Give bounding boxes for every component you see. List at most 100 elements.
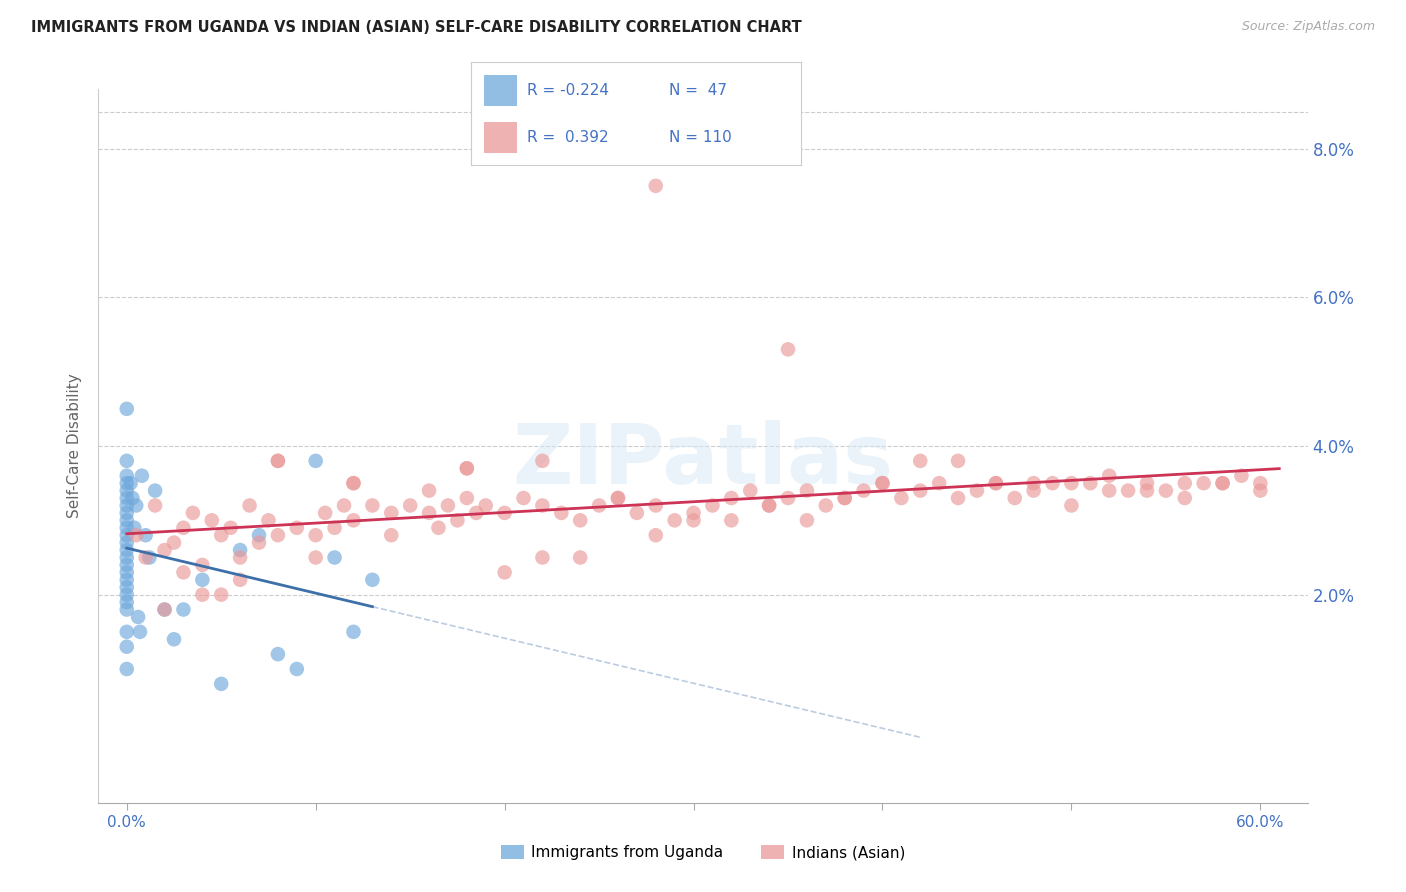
Point [446,513,468,527]
Point [131,468,153,483]
Point [257,513,280,527]
Point [138,550,160,565]
Point [115,468,138,483]
Point [342,476,364,491]
Point [910,454,932,468]
Point [1060,499,1083,513]
Point [285,521,308,535]
Point [115,602,138,616]
Point [143,483,166,498]
Point [531,454,554,468]
Point [380,528,402,542]
Point [115,580,138,594]
Text: N = 110: N = 110 [669,130,733,145]
Point [115,662,138,676]
Point [531,499,554,513]
Point [720,513,742,527]
Point [872,476,894,491]
Point [1116,483,1139,498]
Point [247,535,270,549]
Point [1136,476,1159,491]
Point [219,521,242,535]
Text: N =  47: N = 47 [669,83,727,97]
Point [1230,468,1253,483]
Point [1249,483,1271,498]
Point [946,454,969,468]
Point [1022,483,1045,498]
Point [456,491,478,505]
Point [1078,476,1101,491]
Point [1212,476,1234,491]
Point [380,506,402,520]
Point [153,543,176,558]
Point [607,491,630,505]
Point [285,662,308,676]
Point [115,476,138,491]
Point [115,491,138,505]
Point [342,476,364,491]
Point [115,573,138,587]
Point [1004,491,1026,505]
Point [172,566,194,580]
Point [758,499,780,513]
Point [124,521,146,535]
Point [125,528,148,542]
Point [465,506,488,520]
Point [163,535,186,549]
Point [1174,491,1197,505]
Point [1192,476,1215,491]
Point [115,454,138,468]
Point [682,513,704,527]
Point [494,506,516,520]
Point [191,558,214,572]
Point [342,624,364,639]
Point [776,343,799,357]
Point [125,499,148,513]
Point [946,491,969,505]
Point [267,647,290,661]
Point [115,543,138,558]
Point [1249,476,1271,491]
Point [229,543,252,558]
Point [143,499,166,513]
Point [305,550,328,565]
Point [427,521,450,535]
Point [153,602,176,616]
Point [267,454,290,468]
Point [115,558,138,572]
Point [437,499,460,513]
Point [984,476,1007,491]
Point [910,483,932,498]
Point [129,624,152,639]
Point [852,483,875,498]
Point [115,588,138,602]
Point [115,499,138,513]
Point [1098,483,1121,498]
Point [115,528,138,542]
Point [201,513,224,527]
Point [323,550,346,565]
Point [1042,476,1064,491]
Point [115,506,138,520]
Point [305,454,328,468]
Point [239,499,262,513]
Text: R =  0.392: R = 0.392 [527,130,609,145]
Point [267,528,290,542]
Point [115,483,138,498]
Point [229,573,252,587]
Point [814,499,837,513]
Point [115,640,138,654]
Point [209,677,232,691]
Point [966,483,988,498]
Point [588,499,610,513]
Point [361,573,384,587]
Bar [484,122,517,153]
Point [115,513,138,527]
Point [626,506,648,520]
Point [115,595,138,609]
Point [209,588,232,602]
Point [399,499,422,513]
Point [229,550,252,565]
Point [1098,468,1121,483]
Legend: Immigrants from Uganda, Indians (Asian): Immigrants from Uganda, Indians (Asian) [495,839,911,866]
